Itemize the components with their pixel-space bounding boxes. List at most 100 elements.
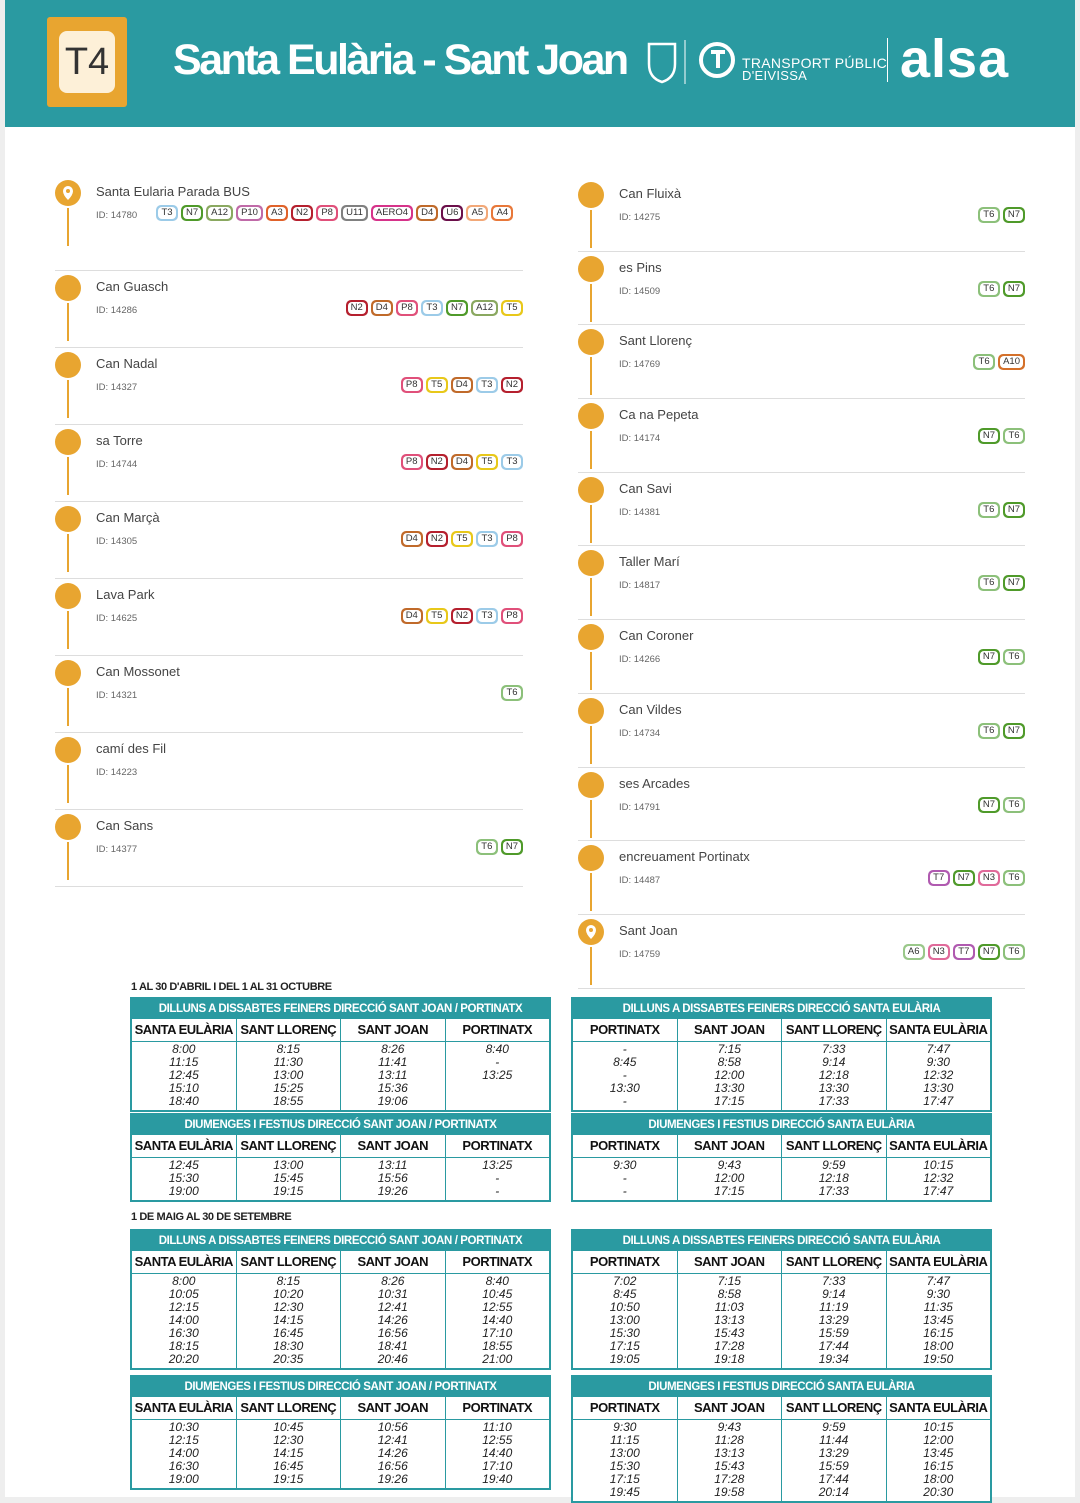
line-chip: N7 xyxy=(181,205,204,221)
line-chip: T6 xyxy=(1003,649,1025,666)
line-code: T6 xyxy=(979,503,998,516)
time: 9:30 xyxy=(926,1055,950,1069)
timetable-column: PORTINATX 11:10 12:55 14:40 17:10 19:40 xyxy=(444,1397,549,1488)
stop-id: ID: 14223 xyxy=(96,767,138,778)
line-chip: N2 xyxy=(290,205,314,221)
line-chip: T3 xyxy=(476,608,498,624)
timetable: DIUMENGES I FESTIUS DIRECCIÓ SANTA EULÀR… xyxy=(571,1375,992,1503)
column-header: SANTA EULÀRIA xyxy=(886,1135,990,1158)
line-chip: T3 xyxy=(501,454,523,470)
line-list: T6 N7 xyxy=(475,839,523,855)
column-header: SANT JOAN xyxy=(677,1019,781,1042)
stop-marker xyxy=(578,624,604,651)
time: 7:33 xyxy=(822,1042,846,1056)
time: 15:59 xyxy=(818,1326,849,1340)
line-chip: U11 xyxy=(341,205,368,221)
timetable-column: SANT LLORENÇ 8:15 11:30 13:00 15:25 18:55 xyxy=(235,1019,340,1110)
timetable-column: PORTINATX 8:40 10:45 12:55 14:40 17:10 18:55 21… xyxy=(444,1251,549,1368)
times-cell: 8:26 11:41 13:11 15:36 19:06 xyxy=(341,1042,445,1110)
line-code: N7 xyxy=(979,651,998,664)
time: 8:15 xyxy=(276,1274,300,1288)
stop-marker xyxy=(55,352,81,378)
time: 11:28 xyxy=(714,1433,744,1447)
line-list: T6 N7 xyxy=(977,575,1025,592)
line-code: T6 xyxy=(979,209,998,221)
time: 9:30 xyxy=(613,1420,637,1434)
line-code: N7 xyxy=(979,945,998,958)
line-code: N7 xyxy=(447,302,467,314)
line-chip: T6 xyxy=(973,354,996,371)
line-code: A4 xyxy=(493,207,512,219)
stop-connector xyxy=(67,380,69,418)
time: 16:15 xyxy=(923,1459,954,1473)
column-header: SANTA EULÀRIA xyxy=(886,1251,990,1274)
line-chip: P8 xyxy=(400,454,423,470)
period-label: 1 AL 30 D'ABRIL I DEL 1 AL 31 OCTUBRE xyxy=(131,981,332,993)
times-cell: 9:59 11:44 13:29 15:59 17:44 20:14 xyxy=(782,1420,886,1501)
line-chip: AERO4 xyxy=(370,205,414,221)
line-chip: A3 xyxy=(265,205,288,221)
times-cell: 9:30- - xyxy=(573,1158,677,1200)
times-cell: 8:00 10:05 12:15 14:00 16:30 18:15 20:20 xyxy=(132,1274,236,1368)
line-chip: T6 xyxy=(1003,870,1025,887)
time: 19:00 xyxy=(168,1184,199,1198)
line-list: N7 T6 xyxy=(977,796,1025,813)
times-cell: 12:45 15:30 19:00 xyxy=(132,1158,236,1200)
line-list: N7 T6 xyxy=(977,649,1025,666)
timetable-column: SANT LLORENÇ 7:33 9:14 11:19 13:29 15:59 17:44… xyxy=(781,1251,886,1368)
stop-name: Can Savi xyxy=(619,480,672,496)
time: 18:00 xyxy=(923,1339,954,1353)
time: 20:35 xyxy=(273,1352,304,1366)
line-chip: D4 xyxy=(400,531,423,547)
stop: Can Sans ID: 14377 T6 N7 xyxy=(55,810,523,887)
line-code: A12 xyxy=(208,207,232,219)
times-cell: 8:00 11:15 12:45 15:10 18:40 xyxy=(132,1042,236,1110)
line-chip: A4 xyxy=(491,205,514,221)
stop-marker xyxy=(578,476,604,503)
stop-connector xyxy=(590,725,592,764)
line-list: T6 N7 xyxy=(977,501,1025,518)
timetable-column: PORTINATX 9:30- - xyxy=(573,1135,677,1200)
timetable-column: SANT JOAN 9:43 12:00 17:15 xyxy=(676,1135,781,1200)
time: 16:15 xyxy=(923,1326,954,1340)
timetable-column: SANT JOAN 10:56 12:41 14:26 16:56 19:26 xyxy=(340,1397,445,1488)
line-code: T3 xyxy=(477,379,496,391)
timetable-columns: PORTINATX -8:45-13:30- SANT JOAN 7:15 8:58 12… xyxy=(573,1019,990,1110)
column-header: PORTINATX xyxy=(445,1251,549,1274)
line-list: T6 xyxy=(501,685,523,701)
column-header: PORTINATX xyxy=(445,1135,549,1158)
time: 13:30 xyxy=(923,1081,954,1095)
time: 8:26 xyxy=(381,1274,405,1288)
column-header: SANT JOAN xyxy=(341,1019,445,1042)
line-code: T6 xyxy=(979,577,998,590)
line-code: N7 xyxy=(979,798,998,811)
line-code: N7 xyxy=(502,841,521,853)
times-cell: 7:47 9:30 12:32 13:30 17:47 xyxy=(887,1042,991,1110)
stop-connector xyxy=(590,873,592,912)
time: 15:36 xyxy=(377,1081,408,1095)
stop: ses Arcades ID: 14791 N7 T6 xyxy=(578,768,1025,842)
stop-name: camí des Fil xyxy=(96,741,167,756)
time: 8:45 xyxy=(613,1055,637,1069)
line-chip: T6 xyxy=(977,575,1000,592)
stop-id: ID: 14321 xyxy=(96,690,138,701)
line-chip: T6 xyxy=(977,280,1000,297)
stop-name: Lava Park xyxy=(96,587,155,602)
stop-connector xyxy=(67,457,69,495)
timetable-title: DILLUNS A DISSABTES FEINERS DIRECCIÓ SAN… xyxy=(132,1231,549,1251)
times-cell: 10:15 12:32 17:47 xyxy=(887,1158,991,1200)
time: 12:00 xyxy=(923,1433,954,1447)
line-list: T7 N7 N3 T6 xyxy=(927,870,1025,887)
time: 16:56 xyxy=(377,1326,408,1340)
times-cell: 7:33 9:14 11:19 13:29 15:59 17:44 19:34 xyxy=(782,1274,886,1368)
line-chip: N2 xyxy=(345,300,368,316)
column-header: PORTINATX xyxy=(573,1135,677,1158)
line-chip: N2 xyxy=(500,377,523,393)
line-code: T5 xyxy=(427,610,446,622)
times-cell: 13:00 15:45 19:15 xyxy=(237,1158,341,1200)
stop: Can Fluixà ID: 14275 T6 N7 xyxy=(578,178,1025,252)
timetable-column: SANT JOAN 7:15 8:58 11:03 13:13 15:43 17:28 19:… xyxy=(676,1251,781,1368)
time: 15:30 xyxy=(609,1459,640,1473)
line-chip: T6 xyxy=(977,207,1000,223)
times-cell: 8:26 10:31 12:41 14:26 16:56 18:41 20:46 xyxy=(341,1274,445,1368)
